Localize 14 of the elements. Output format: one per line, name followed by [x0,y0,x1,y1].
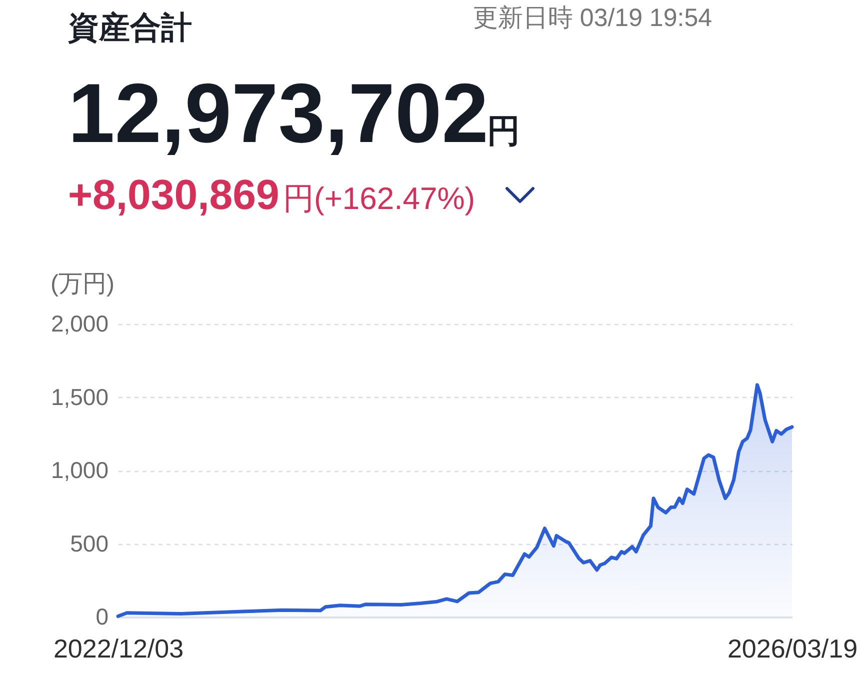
y-tick-label: 0 [96,604,108,630]
y-tick-label: 500 [70,530,108,556]
y-axis-title: (万円) [50,270,114,298]
y-tick-label: 1,500 [50,384,108,410]
text: 円 [487,112,520,149]
x-tick-label: 2022/12/03 [53,634,184,664]
chart-title: 資産合計 [67,10,192,45]
text: +8,030,869 [68,171,280,218]
text: 円(+162.47%) [283,181,476,216]
y-tick-label: 1,000 [50,457,108,483]
x-tick-label: 2026/03/19 [727,634,858,664]
text: 12,973,702 [68,66,488,160]
text: 更新日時 03/19 19:54 [472,4,712,32]
y-tick-label: 2,000 [50,310,108,336]
